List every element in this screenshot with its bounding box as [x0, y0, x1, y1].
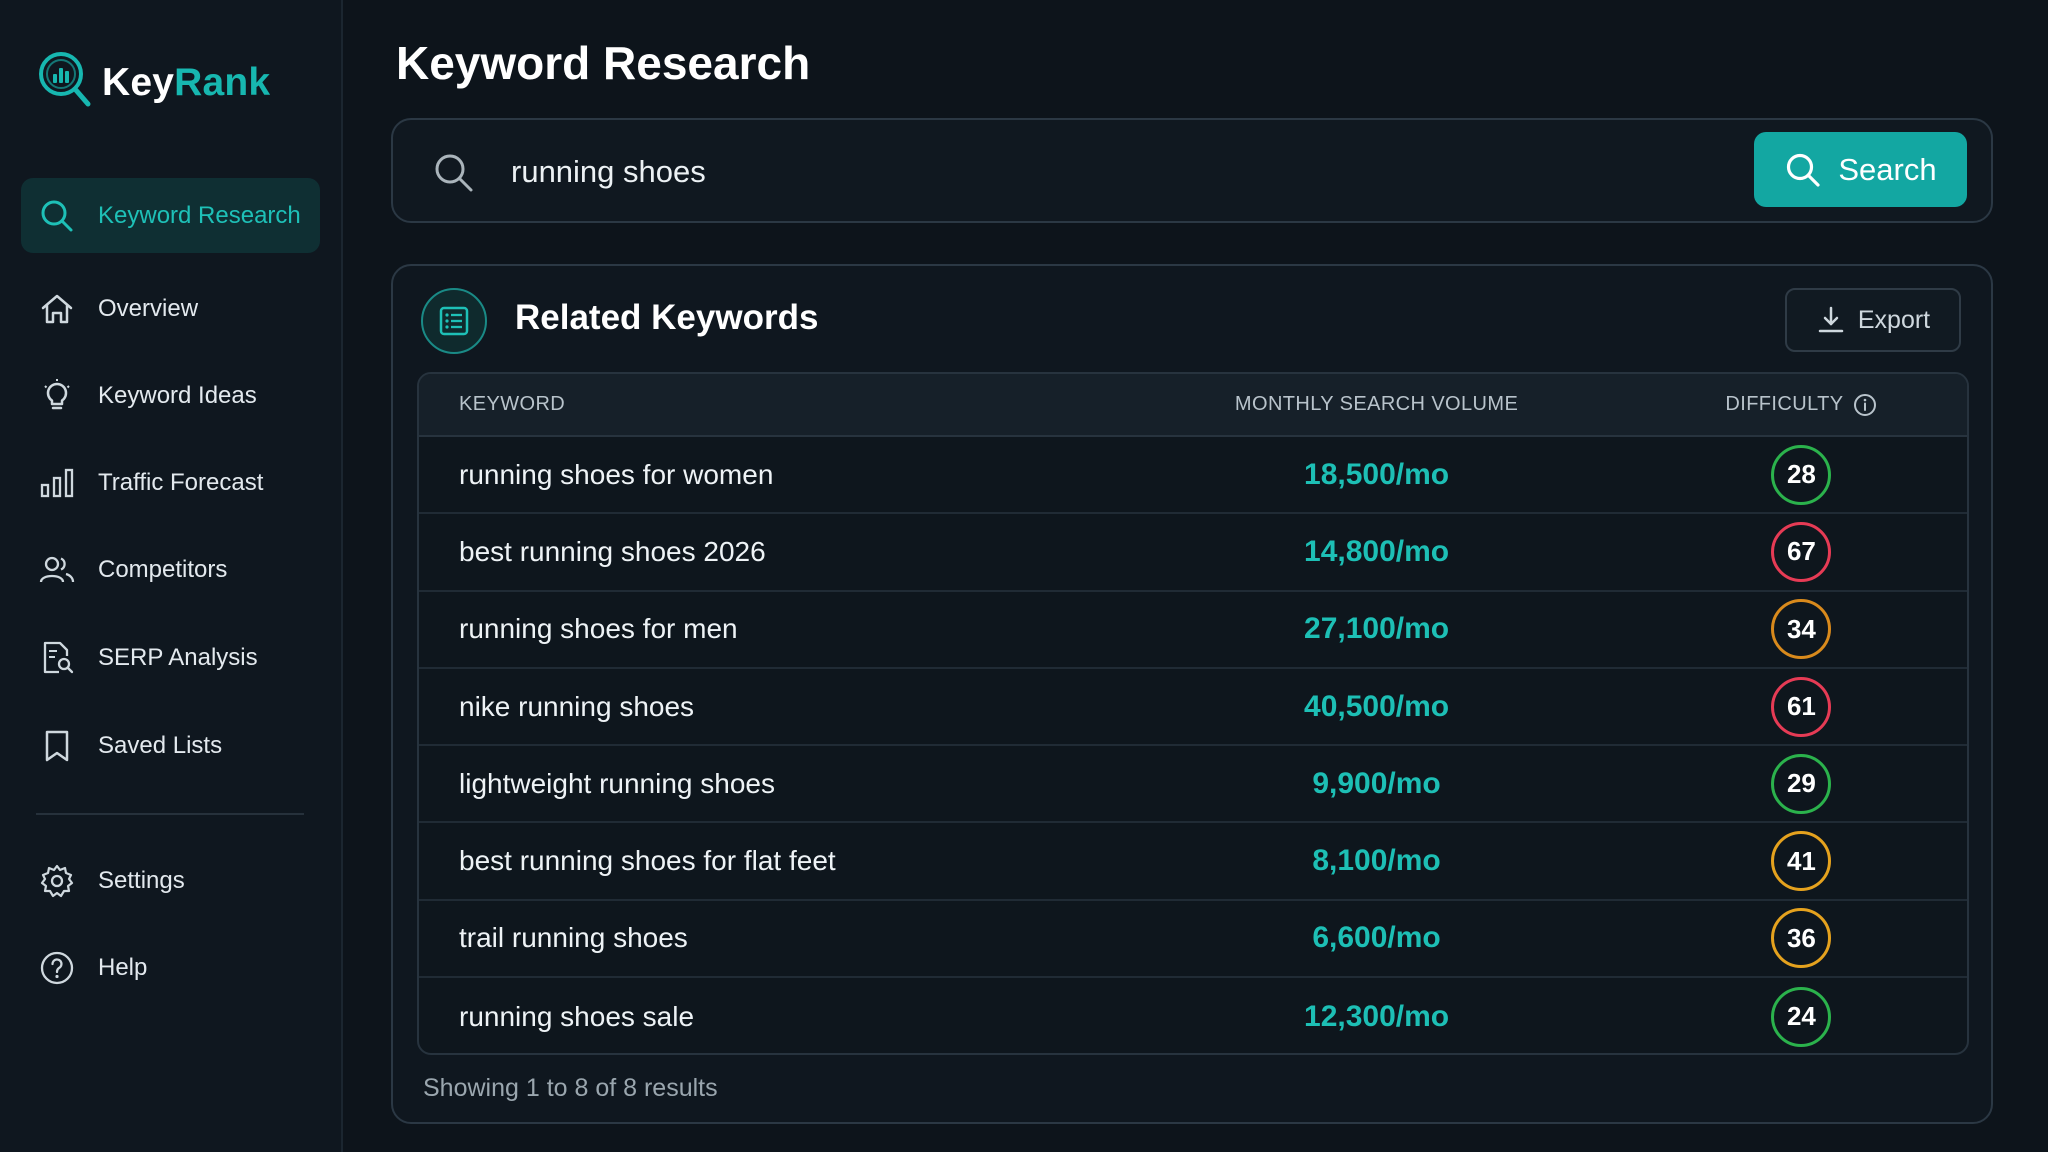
sidebar-item-competitors[interactable]: Competitors	[21, 532, 320, 607]
table-row[interactable]: running shoes sale 12,300/mo 24	[419, 978, 1967, 1053]
volume-cell: 9,900/mo	[1312, 766, 1441, 800]
difficulty-badge: 29	[1771, 753, 1832, 814]
logo-key-text: Key	[102, 60, 175, 104]
sidebar-item-serp-analysis[interactable]: SERP Analysis	[21, 620, 320, 695]
table-row[interactable]: lightweight running shoes 9,900/mo 29	[419, 746, 1967, 824]
sidebar-item-settings[interactable]: Settings	[21, 843, 320, 918]
page-title: Keyword Research	[396, 37, 811, 89]
volume-cell: 8,100/mo	[1312, 844, 1441, 878]
table-row[interactable]: trail running shoes 6,600/mo 36	[419, 901, 1967, 979]
logo-icon	[36, 48, 92, 117]
gear-icon	[38, 862, 76, 900]
difficulty-badge: 24	[1771, 986, 1832, 1047]
pagination-summary: Showing 1 to 8 of 8 results	[423, 1074, 718, 1102]
search-icon	[431, 150, 475, 194]
table-row[interactable]: best running shoes for flat feet 8,100/mo…	[419, 823, 1967, 901]
keyword-cell[interactable]: trail running shoes	[459, 922, 688, 954]
difficulty-cell: 36	[1636, 908, 1967, 969]
users-icon	[38, 551, 76, 589]
home-icon	[38, 290, 76, 328]
table-header: KEYWORD MONTHLY SEARCH VOLUME DIFFICULTY	[419, 374, 1967, 437]
export-button[interactable]: Export	[1785, 288, 1961, 352]
bookmark-icon	[38, 727, 76, 765]
related-keywords-card: Related Keywords Export KEYWORD MONTHLY …	[391, 264, 1993, 1124]
table-row[interactable]: running shoes for women 18,500/mo 28	[419, 437, 1967, 515]
help-circle-icon	[38, 949, 76, 987]
sidebar-item-overview[interactable]: Overview	[21, 271, 320, 346]
keyword-cell[interactable]: lightweight running shoes	[459, 767, 775, 799]
difficulty-cell: 34	[1636, 599, 1967, 660]
list-icon	[421, 288, 487, 354]
table-row[interactable]: best running shoes 2026 14,800/mo 67	[419, 514, 1967, 592]
sidebar-item-saved-lists[interactable]: Saved Lists	[21, 708, 320, 783]
keyword-cell[interactable]: running shoes sale	[459, 1000, 695, 1032]
difficulty-cell: 24	[1636, 986, 1967, 1047]
difficulty-cell: 61	[1636, 676, 1967, 737]
column-header-difficulty-label: DIFFICULTY	[1725, 393, 1844, 415]
main-content: Keyword Research Search Related Keywords…	[343, 0, 2048, 1152]
bar-chart-icon	[38, 464, 76, 502]
search-icon	[38, 197, 76, 235]
difficulty-badge: 34	[1771, 599, 1832, 660]
difficulty-badge: 61	[1771, 676, 1832, 737]
download-icon	[1818, 306, 1844, 333]
difficulty-badge: 67	[1771, 521, 1832, 582]
sidebar-item-label: Settings	[98, 866, 185, 894]
search-icon	[1787, 153, 1820, 187]
lightbulb-icon	[38, 377, 76, 415]
keyword-cell[interactable]: best running shoes for flat feet	[459, 845, 836, 877]
difficulty-cell: 29	[1636, 753, 1967, 814]
sidebar-divider	[36, 813, 304, 815]
table-body: running shoes for women 18,500/mo 28 best r…	[419, 437, 1967, 1053]
column-header-volume[interactable]: MONTHLY SEARCH VOLUME	[1234, 393, 1519, 415]
volume-cell: 12,300/mo	[1304, 999, 1450, 1033]
search-button-label: Search	[1838, 151, 1937, 187]
sidebar-item-traffic-forecast[interactable]: Traffic Forecast	[21, 445, 320, 520]
difficulty-cell: 67	[1636, 521, 1967, 582]
sidebar: KeyRank Keyword Research Overview Keywor…	[0, 0, 343, 1152]
search-input[interactable]	[511, 142, 1561, 202]
sidebar-item-keyword-research[interactable]: Keyword Research	[21, 178, 320, 253]
table-row[interactable]: running shoes for men 27,100/mo 34	[419, 592, 1967, 669]
sidebar-item-keyword-ideas[interactable]: Keyword Ideas	[21, 358, 320, 433]
search-button[interactable]: Search	[1754, 132, 1967, 207]
difficulty-cell: 28	[1636, 444, 1967, 505]
card-title: Related Keywords	[515, 298, 819, 337]
volume-cell: 18,500/mo	[1304, 457, 1450, 491]
logo-rank-text: Rank	[174, 60, 271, 104]
sidebar-item-label: Keyword Ideas	[98, 381, 257, 409]
sidebar-item-label: SERP Analysis	[98, 643, 258, 671]
difficulty-cell: 41	[1636, 831, 1967, 892]
sidebar-item-help[interactable]: Help	[21, 930, 320, 1005]
logo[interactable]: KeyRank	[36, 48, 270, 117]
difficulty-badge: 28	[1771, 444, 1832, 505]
column-header-keyword[interactable]: KEYWORD	[459, 393, 566, 415]
volume-cell: 27,100/mo	[1304, 612, 1450, 646]
export-button-label: Export	[1857, 305, 1931, 334]
difficulty-badge: 36	[1771, 908, 1832, 969]
search-bar: Search	[391, 118, 1993, 223]
document-search-icon	[38, 639, 76, 677]
sidebar-item-label: Keyword Research	[98, 201, 301, 229]
keyword-cell[interactable]: running shoes for women	[459, 458, 774, 490]
keywords-table: KEYWORD MONTHLY SEARCH VOLUME DIFFICULTY…	[417, 372, 1969, 1055]
difficulty-badge: 41	[1771, 831, 1832, 892]
sidebar-item-label: Traffic Forecast	[98, 468, 264, 496]
sidebar-item-label: Help	[98, 953, 148, 981]
column-header-difficulty[interactable]: DIFFICULTY	[1636, 393, 1967, 417]
table-row[interactable]: nike running shoes 40,500/mo 61	[419, 669, 1967, 747]
sidebar-item-label: Overview	[98, 294, 199, 322]
sidebar-item-label: Saved Lists	[98, 731, 223, 759]
volume-cell: 6,600/mo	[1312, 921, 1441, 955]
volume-cell: 14,800/mo	[1304, 534, 1450, 568]
sidebar-item-label: Competitors	[98, 555, 228, 583]
volume-cell: 40,500/mo	[1304, 689, 1450, 723]
keyword-cell[interactable]: nike running shoes	[459, 690, 695, 722]
keyword-cell[interactable]: best running shoes 2026	[459, 535, 766, 567]
keyword-cell[interactable]: running shoes for men	[459, 613, 738, 645]
logo-text: KeyRank	[102, 61, 270, 105]
info-icon[interactable]	[1853, 393, 1877, 417]
